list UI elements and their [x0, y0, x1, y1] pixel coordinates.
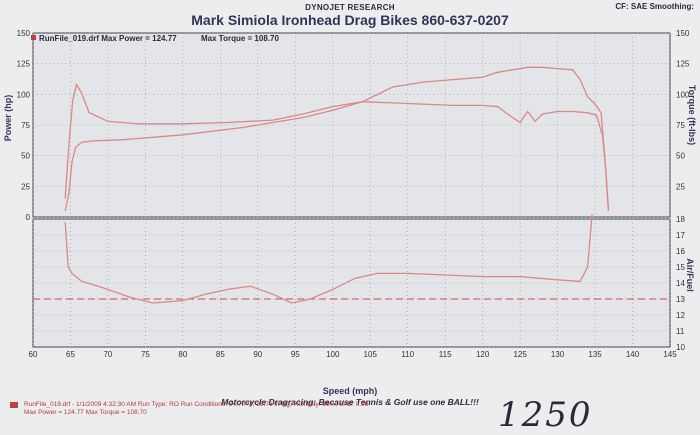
x-tick-label: 90: [253, 350, 262, 359]
correction-factor-label: CF: SAE Smoothing:: [615, 2, 694, 11]
x-tick-label: 100: [326, 350, 340, 359]
air-fuel-tick-label: 14: [676, 279, 685, 288]
air-fuel-tick-label: 10: [676, 343, 685, 352]
torque-tick-label: 150: [676, 29, 690, 38]
chart-caption: Motorcycle Dragracing: Because Tennis & …: [221, 397, 479, 407]
air-fuel-tick-label: 15: [676, 263, 685, 272]
power-tick-label: 125: [17, 60, 31, 69]
x-tick-label: 115: [439, 350, 452, 359]
run-conditions: RunFile_019.drf - 1/1/2009 4:32:30 AM Ru…: [24, 401, 369, 408]
x-tick-label: 60: [29, 350, 38, 359]
torque-tick-label: 125: [676, 60, 690, 69]
air-fuel-tick-label: 18: [676, 215, 685, 224]
power-curve: [64, 66, 610, 212]
air-fuel-plot-area: [32, 218, 671, 348]
power-tick-label: 0: [26, 213, 31, 222]
power-tick-label: 25: [21, 182, 30, 191]
air-fuel-tick-label: 11: [676, 327, 685, 336]
handwritten-note: 1250: [498, 395, 593, 435]
air-fuel-tick-label: 13: [676, 295, 685, 304]
torque-tick-label: 100: [676, 90, 690, 99]
legend-max-torque: Max Torque = 108.70: [201, 34, 279, 43]
power-tick-label: 100: [17, 90, 31, 99]
x-tick-label: 110: [401, 350, 414, 359]
power-torque-plot-area: [32, 32, 671, 218]
x-tick-label: 135: [588, 350, 602, 359]
air-fuel-curve: [64, 214, 593, 304]
air-fuel-tick-label: 12: [676, 311, 685, 320]
x-tick-label: 145: [663, 350, 677, 359]
dyno-chart: 60 65 70 75 80 85 90 95 100 105 110 115 120 125 130 135…: [17, 29, 690, 359]
x-tick-label: 80: [178, 350, 187, 359]
x-tick-label: 130: [551, 350, 565, 359]
runfile-icon: [10, 402, 18, 408]
x-tick-label: 120: [476, 350, 490, 359]
x-tick-label: 70: [103, 350, 112, 359]
torque-tick-label: 50: [676, 152, 685, 161]
torque-tick-label: 25: [676, 182, 685, 191]
legend-swatch: [31, 35, 36, 40]
air-fuel-tick-label: 17: [676, 231, 685, 240]
power-tick-label: 150: [17, 29, 31, 38]
x-tick-label: 65: [66, 350, 75, 359]
x-tick-label: 85: [216, 350, 225, 359]
dyno-brand: DYNOJET RESEARCH: [305, 3, 395, 12]
air-fuel-tick-label: 16: [676, 247, 685, 256]
x-tick-label: 140: [626, 350, 640, 359]
x-tick-label: 105: [364, 350, 378, 359]
x-tick-label: 95: [291, 350, 300, 359]
torque-curve: [64, 82, 610, 211]
torque-tick-label: 75: [676, 121, 685, 130]
legend-runfile: RunFile_019.drf Max Power = 124.77: [39, 34, 177, 43]
run-maxima: Max Power = 124.77 Max Torque = 108.70: [24, 409, 147, 416]
power-tick-label: 75: [21, 121, 30, 130]
x-axis-title: Speed (mph): [322, 386, 378, 396]
power-tick-label: 50: [21, 152, 30, 161]
chart-title: Mark Simiola Ironhead Drag Bikes 860-637…: [191, 12, 509, 28]
x-tick-label: 75: [141, 350, 150, 359]
x-tick-label: 125: [513, 350, 527, 359]
